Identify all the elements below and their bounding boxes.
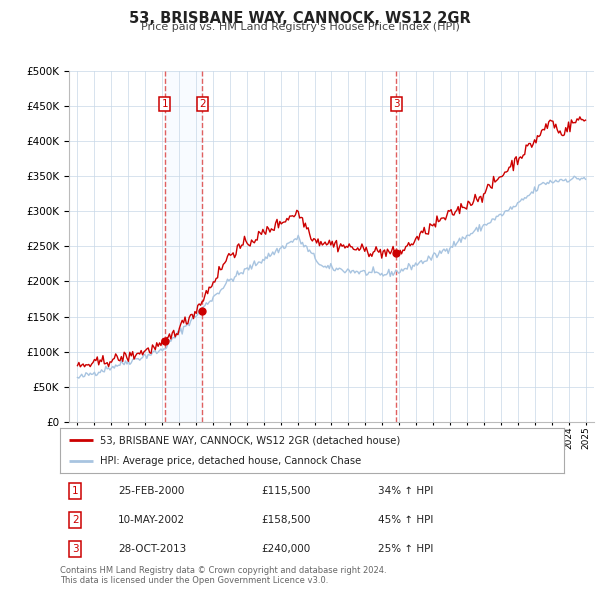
Text: 1: 1 [161, 99, 168, 109]
Text: 3: 3 [393, 99, 400, 109]
Text: Contains HM Land Registry data © Crown copyright and database right 2024.: Contains HM Land Registry data © Crown c… [60, 566, 386, 575]
Text: HPI: Average price, detached house, Cannock Chase: HPI: Average price, detached house, Cann… [100, 456, 362, 466]
Text: £240,000: £240,000 [262, 543, 311, 553]
Text: This data is licensed under the Open Government Licence v3.0.: This data is licensed under the Open Gov… [60, 576, 328, 585]
Text: 10-MAY-2002: 10-MAY-2002 [118, 515, 185, 525]
Text: 25% ↑ HPI: 25% ↑ HPI [377, 543, 433, 553]
Text: 34% ↑ HPI: 34% ↑ HPI [377, 486, 433, 496]
Text: Price paid vs. HM Land Registry's House Price Index (HPI): Price paid vs. HM Land Registry's House … [140, 22, 460, 32]
Text: 25-FEB-2000: 25-FEB-2000 [118, 486, 184, 496]
Text: £115,500: £115,500 [262, 486, 311, 496]
Text: 53, BRISBANE WAY, CANNOCK, WS12 2GR (detached house): 53, BRISBANE WAY, CANNOCK, WS12 2GR (det… [100, 435, 401, 445]
Text: 1: 1 [72, 486, 79, 496]
Text: £158,500: £158,500 [262, 515, 311, 525]
Text: 45% ↑ HPI: 45% ↑ HPI [377, 515, 433, 525]
Bar [164, 71, 202, 422]
Text: 3: 3 [72, 543, 79, 553]
Text: 28-OCT-2013: 28-OCT-2013 [118, 543, 186, 553]
Text: 53, BRISBANE WAY, CANNOCK, WS12 2GR: 53, BRISBANE WAY, CANNOCK, WS12 2GR [129, 11, 471, 25]
Text: 2: 2 [72, 515, 79, 525]
Text: 2: 2 [199, 99, 205, 109]
